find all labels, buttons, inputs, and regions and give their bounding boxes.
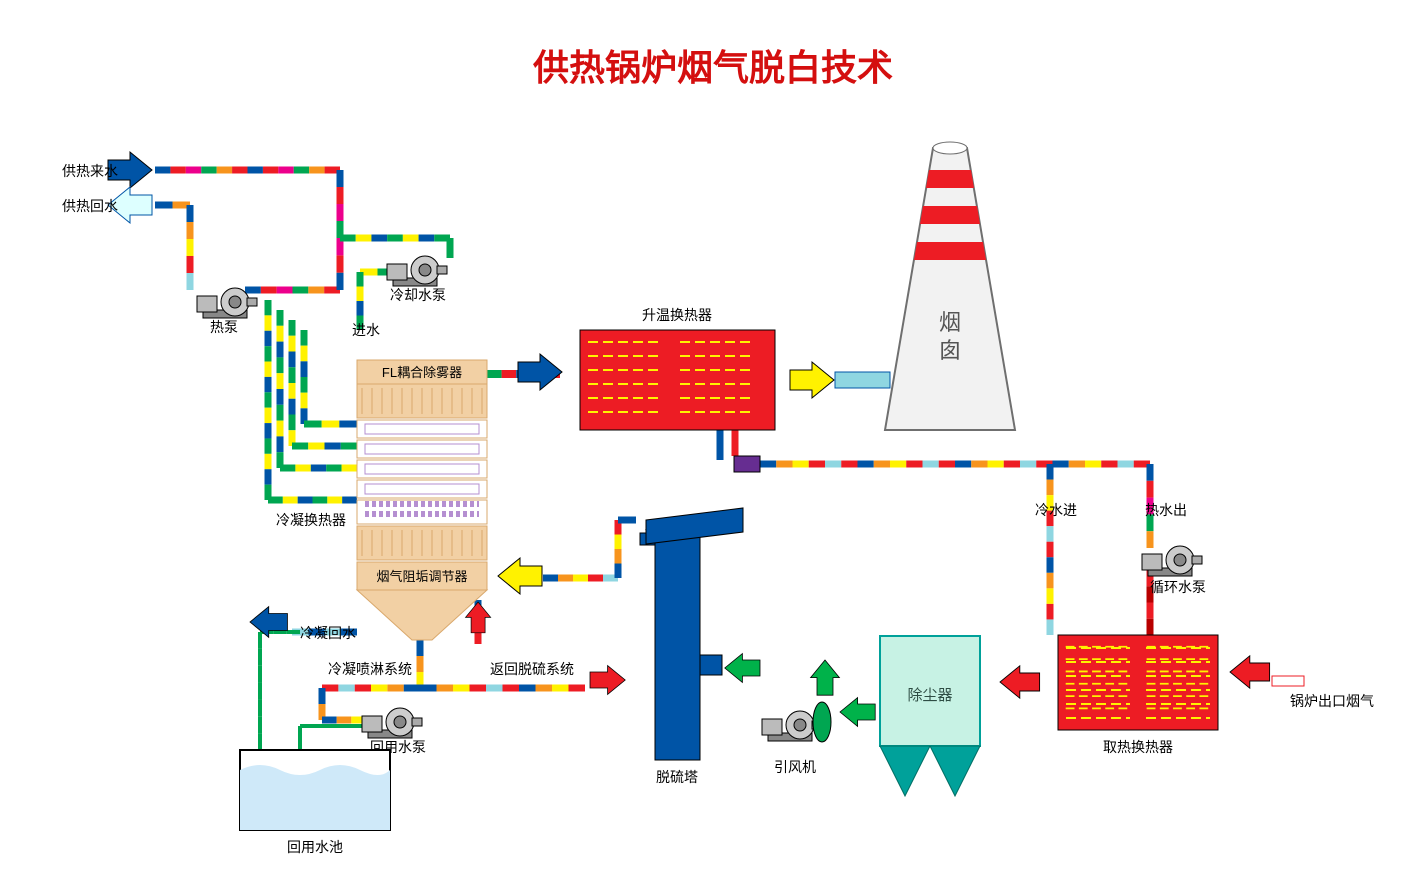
- inlet-water-label: 进水: [352, 322, 380, 338]
- cooling-pump-icon: [387, 256, 447, 286]
- boiler-in-arrow: [1230, 656, 1270, 688]
- supply-in-label: 供热来水: [62, 163, 118, 179]
- circ-pump-label: 循环水泵: [1150, 579, 1206, 595]
- cold-in-label: 冷水进: [1035, 502, 1077, 518]
- recover-to-dust-arrow: [1000, 666, 1040, 698]
- hot-out-label: 热水出: [1145, 502, 1187, 518]
- junction-box: [734, 456, 760, 472]
- chimney-label-2: 囱: [939, 338, 961, 363]
- resistance-reg-label: 烟气阻垢调节器: [376, 569, 467, 584]
- chimney-label-1: 烟: [939, 310, 961, 335]
- heat-recovery-exchanger: 取热换热器: [1058, 635, 1218, 755]
- return-desulf-label: 返回脱硫系统: [490, 661, 574, 677]
- fan-up-arrow: [811, 660, 840, 695]
- supply-out-label: 供热回水: [62, 198, 118, 214]
- cond-return-label: 冷凝回水: [300, 625, 356, 641]
- dust-to-fan-arrow: [840, 698, 875, 727]
- dust-label: 除尘器: [907, 687, 952, 704]
- boiler-stub: [1272, 676, 1304, 686]
- desulf-tower-label: 脱硫塔: [656, 769, 698, 785]
- process-diagram: 供热锅炉烟气脱白技术 供热来水 供热回水 热泵 冷却水泵 进水 FL耦合除雾器 …: [0, 0, 1426, 880]
- to-heater-arrow: [518, 354, 562, 390]
- id-fan-label: 引风机: [774, 759, 816, 775]
- chimney: 烟 囱: [885, 142, 1015, 430]
- fl-demister-label: FL耦合除雾器: [382, 365, 462, 380]
- duct-to-chimney: [835, 372, 890, 388]
- heat-recover-label: 取热换热器: [1103, 739, 1173, 755]
- condensing-column: FL耦合除雾器 烟气阻垢调节器: [357, 360, 487, 640]
- desulfurization-tower: 脱硫塔: [640, 508, 743, 785]
- heat-pump-label: 热泵: [210, 319, 238, 335]
- reuse-pool: 回用水池: [240, 750, 390, 855]
- circ-pump-icon: [1142, 546, 1202, 576]
- from-desulf-arrow: [498, 558, 542, 594]
- cond-exchanger-label: 冷凝换热器: [276, 512, 346, 528]
- temperature-raise-exchanger: 升温换热器: [580, 307, 775, 430]
- fan-to-tower-arrow: [725, 654, 760, 683]
- dust-collector: 除尘器: [880, 636, 980, 796]
- cooling-pump-label: 冷却水泵: [390, 287, 446, 303]
- cond-spray-label: 冷凝喷淋系统: [328, 661, 412, 677]
- heater-label: 升温换热器: [642, 307, 712, 323]
- reuse-pool-label: 回用水池: [287, 839, 343, 855]
- boiler-out-label: 锅炉出口烟气: [1290, 693, 1374, 709]
- heater-to-chimney-arrow: [790, 362, 834, 398]
- to-tower-arrow: [590, 666, 625, 695]
- pipe-network: [155, 170, 1150, 750]
- reuse-pump-icon: [362, 708, 422, 738]
- diagram-title: 供热锅炉烟气脱白技术: [533, 47, 893, 88]
- induced-draft-fan: 引风机: [762, 702, 831, 775]
